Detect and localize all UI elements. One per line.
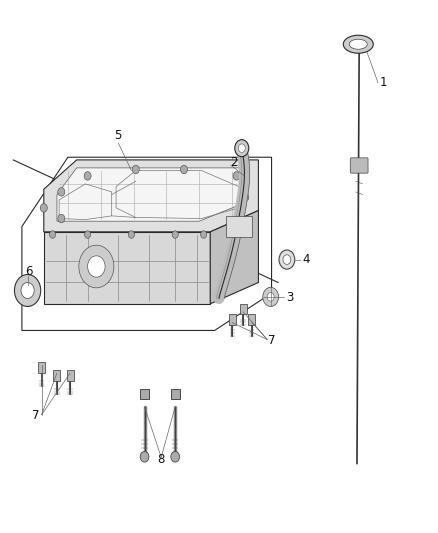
Ellipse shape (283, 255, 291, 264)
Ellipse shape (79, 245, 114, 288)
Ellipse shape (88, 256, 105, 277)
Ellipse shape (267, 293, 274, 301)
Text: 8: 8 (158, 453, 165, 466)
Polygon shape (57, 168, 245, 221)
Text: 3: 3 (286, 291, 293, 304)
Ellipse shape (58, 188, 65, 196)
Ellipse shape (172, 231, 178, 238)
Ellipse shape (84, 172, 91, 180)
Bar (67, 370, 74, 381)
Text: 7: 7 (32, 409, 40, 422)
Ellipse shape (343, 35, 373, 53)
Ellipse shape (21, 282, 34, 298)
Ellipse shape (235, 140, 249, 157)
Text: 6: 6 (25, 265, 32, 278)
Polygon shape (210, 211, 258, 304)
Ellipse shape (180, 165, 187, 174)
Text: 7: 7 (268, 334, 276, 346)
Ellipse shape (263, 287, 279, 306)
Ellipse shape (237, 206, 244, 215)
Bar (38, 362, 45, 373)
Text: 2: 2 (230, 156, 238, 169)
Bar (53, 370, 60, 381)
FancyBboxPatch shape (350, 158, 368, 173)
Ellipse shape (140, 451, 149, 462)
Ellipse shape (128, 231, 134, 238)
Bar (229, 314, 236, 325)
Text: 4: 4 (303, 253, 311, 266)
Polygon shape (44, 232, 210, 304)
Ellipse shape (201, 231, 207, 238)
Polygon shape (44, 160, 258, 232)
Polygon shape (22, 157, 272, 330)
Bar (248, 314, 255, 325)
Bar (171, 389, 180, 399)
Ellipse shape (40, 204, 47, 212)
Ellipse shape (238, 144, 245, 152)
Ellipse shape (14, 274, 41, 306)
Text: 5: 5 (115, 130, 122, 142)
Polygon shape (226, 216, 252, 237)
Ellipse shape (85, 231, 91, 238)
Ellipse shape (233, 172, 240, 180)
Text: 1: 1 (379, 76, 387, 89)
Ellipse shape (58, 214, 65, 223)
Ellipse shape (49, 231, 56, 238)
Ellipse shape (242, 193, 249, 201)
Ellipse shape (132, 165, 139, 174)
Ellipse shape (279, 250, 295, 269)
Bar (140, 389, 149, 399)
Ellipse shape (349, 39, 367, 49)
Bar (240, 304, 247, 314)
Ellipse shape (171, 451, 180, 462)
